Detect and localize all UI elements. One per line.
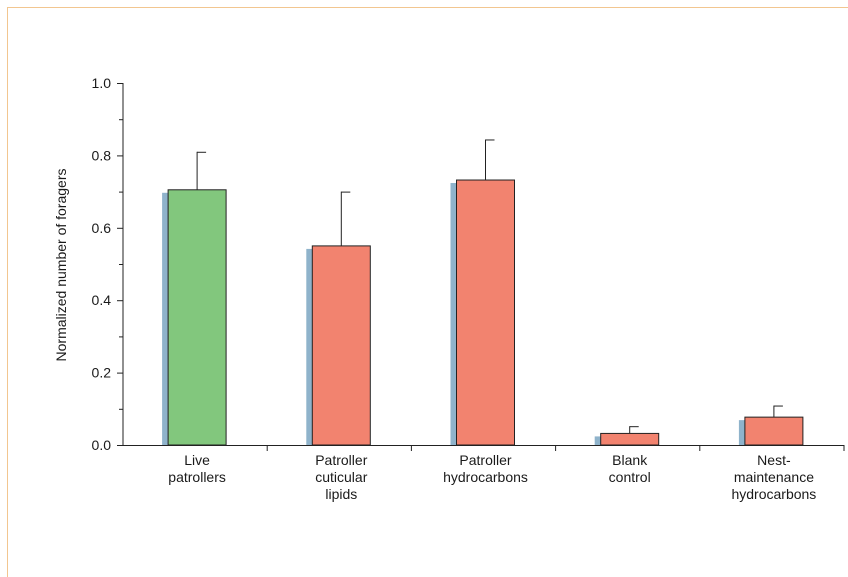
bar bbox=[744, 416, 804, 446]
y-tick-label: 0.6 bbox=[92, 220, 112, 236]
y-axis-label: Normalized number of foragers bbox=[53, 169, 69, 362]
y-tick-label: 0.0 bbox=[92, 437, 112, 453]
figure-frame bbox=[7, 7, 848, 577]
y-tick-label: 0.2 bbox=[92, 365, 112, 381]
bar bbox=[167, 189, 227, 446]
bar bbox=[456, 179, 515, 446]
bar-chart: 0.0 0.2 0.4 0.6 0.8 1.0 Live patrollers Patrolle… bbox=[53, 75, 845, 502]
bar bbox=[311, 245, 371, 446]
x-tick-label: Blank control bbox=[609, 452, 651, 485]
y-tick-label: 1.0 bbox=[92, 75, 112, 91]
bars bbox=[162, 139, 804, 446]
y-tick-label: 0.8 bbox=[92, 147, 112, 163]
x-tick-label: Nest-maintenance hydrocarbons bbox=[731, 452, 816, 502]
bar bbox=[600, 432, 660, 446]
y-tick-label: 0.4 bbox=[92, 292, 112, 308]
x-tick-label: Live patrollers bbox=[168, 452, 226, 485]
x-tick-label: Patroller cuticular lipids bbox=[315, 452, 367, 502]
axes: 0.0 0.2 0.4 0.6 0.8 1.0 Live patrollers Patrolle… bbox=[92, 75, 845, 502]
x-tick-label: Patroller hydrocarbons bbox=[443, 452, 528, 485]
